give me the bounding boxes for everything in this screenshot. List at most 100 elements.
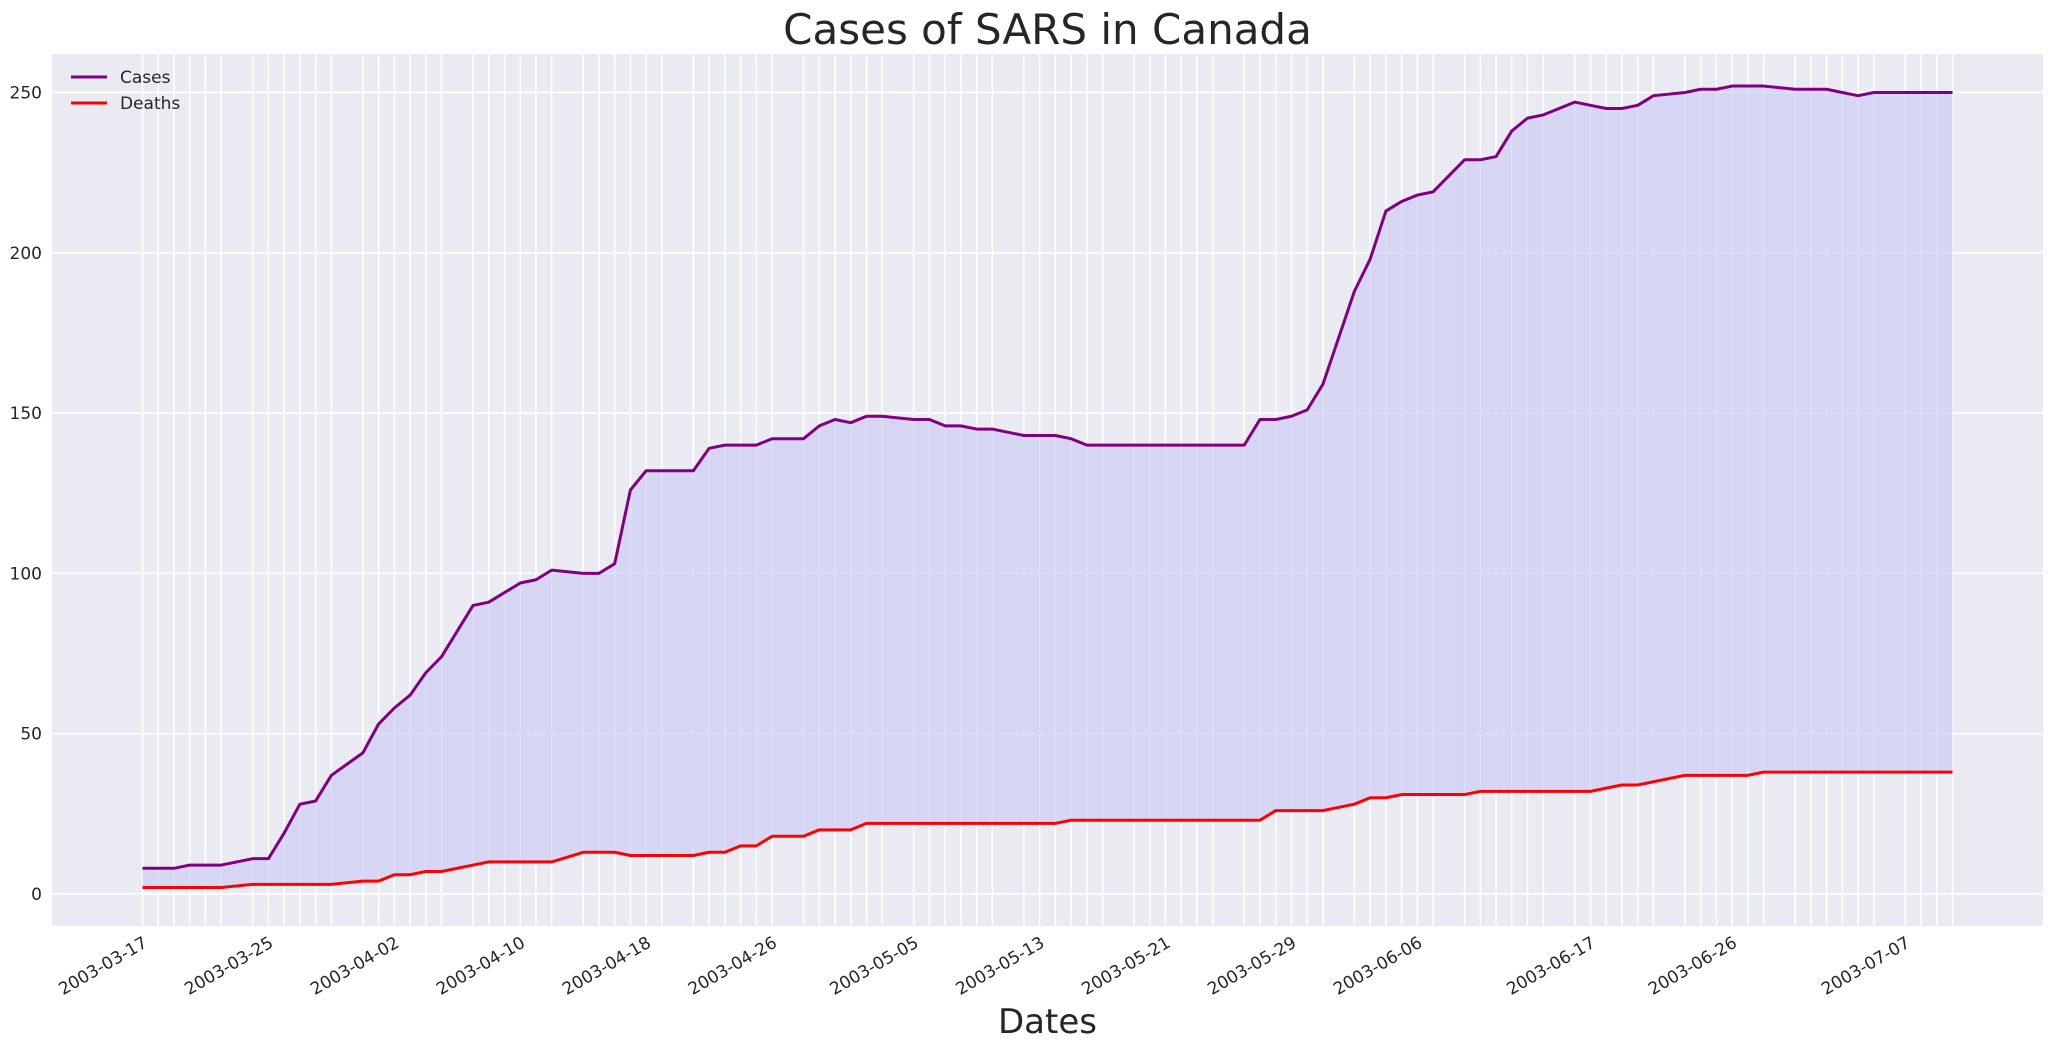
cases-point	[1352, 289, 1356, 293]
cases-point	[471, 603, 475, 607]
cases-point	[849, 421, 853, 425]
cases-point	[1038, 434, 1042, 438]
deaths-point	[691, 853, 695, 857]
deaths-point	[266, 882, 270, 886]
cases-point	[1384, 209, 1388, 213]
cases-point	[1762, 84, 1766, 88]
x-tick-label: 2003-04-26	[685, 933, 781, 1000]
deaths-point	[329, 882, 333, 886]
deaths-point	[644, 853, 648, 857]
deaths-point	[377, 879, 381, 883]
cases-point	[1431, 190, 1435, 194]
cases-point	[1746, 84, 1750, 88]
cases-point	[1541, 113, 1545, 117]
cases-point	[912, 417, 916, 421]
cases-point	[959, 424, 963, 428]
cases-point	[597, 571, 601, 575]
cases-point	[1510, 129, 1514, 133]
deaths-point	[613, 850, 617, 854]
cases-point	[880, 414, 884, 418]
deaths-point	[1211, 818, 1215, 822]
x-tick-label: 2003-06-26	[1645, 933, 1741, 1000]
cases-point	[1069, 437, 1073, 441]
deaths-point	[912, 821, 916, 825]
cases-point	[1651, 94, 1655, 98]
cases-point	[408, 693, 412, 697]
deaths-point	[487, 860, 491, 864]
cases-point	[1494, 155, 1498, 159]
deaths-point	[392, 873, 396, 877]
x-tick-label: 2003-05-21	[1078, 933, 1174, 1000]
cases-point	[518, 581, 522, 585]
cases-point	[1573, 100, 1577, 104]
deaths-point	[1620, 783, 1624, 787]
x-tick-label: 2003-05-05	[827, 933, 923, 1000]
deaths-point	[503, 860, 507, 864]
deaths-point	[408, 873, 412, 877]
cases-point	[172, 866, 176, 870]
deaths-point	[550, 860, 554, 864]
cases-point	[754, 443, 758, 447]
y-tick-label: 100	[10, 564, 42, 584]
deaths-point	[1526, 789, 1530, 793]
cases-point	[1935, 90, 1939, 94]
y-tick-label: 200	[10, 244, 42, 264]
cases-point	[219, 863, 223, 867]
y-tick-label: 0	[31, 885, 42, 905]
cases-point	[329, 773, 333, 777]
cases-point	[975, 427, 979, 431]
deaths-point	[282, 882, 286, 886]
legend-label-deaths: Deaths	[120, 94, 180, 114]
cases-point	[990, 427, 994, 431]
deaths-point	[1132, 818, 1136, 822]
deaths-point	[1935, 770, 1939, 774]
deaths-point	[927, 821, 931, 825]
cases-point	[550, 568, 554, 572]
cases-point	[1242, 443, 1246, 447]
deaths-point	[1494, 789, 1498, 793]
cases-point	[141, 866, 145, 870]
cases-point	[1132, 443, 1136, 447]
plot-area: 0 50 100 150 200 250 2003-03-17 2003-03-25 2003-…	[10, 54, 2043, 1000]
deaths-point	[1431, 793, 1435, 797]
area-between-series	[142, 86, 1953, 888]
deaths-point	[1730, 773, 1734, 777]
cases-point	[1321, 382, 1325, 386]
cases-point	[203, 863, 207, 867]
deaths-point	[1636, 783, 1640, 787]
deaths-point	[188, 886, 192, 890]
y-tick-label: 50	[20, 725, 42, 745]
cases-point	[1211, 443, 1215, 447]
cases-point	[314, 799, 318, 803]
deaths-point	[628, 853, 632, 857]
deaths-point	[424, 870, 428, 874]
cases-point	[1258, 417, 1262, 421]
cases-point	[1856, 94, 1860, 98]
x-tick-label: 2003-04-02	[307, 933, 403, 1000]
deaths-point	[1400, 793, 1404, 797]
deaths-point	[1415, 793, 1419, 797]
cases-point	[1289, 414, 1293, 418]
deaths-point	[1651, 780, 1655, 784]
x-tick-label: 2003-07-07	[1818, 933, 1914, 1000]
cases-point	[660, 469, 664, 473]
x-tick-label: 2003-05-29	[1204, 933, 1300, 1000]
deaths-point	[534, 860, 538, 864]
cases-point	[644, 469, 648, 473]
deaths-point	[707, 850, 711, 854]
cases-point	[440, 655, 444, 659]
cases-line	[142, 84, 1953, 870]
cases-point	[1368, 257, 1372, 261]
deaths-point	[1573, 789, 1577, 793]
deaths-point	[471, 863, 475, 867]
deaths-point	[1053, 821, 1057, 825]
cases-point	[503, 591, 507, 595]
cases-point	[251, 857, 255, 861]
deaths-point	[1242, 818, 1246, 822]
deaths-point	[1872, 770, 1876, 774]
deaths-point	[1589, 789, 1593, 793]
deaths-point	[1022, 821, 1026, 825]
x-tick-label: 2003-05-13	[953, 933, 1049, 1000]
deaths-point	[1699, 773, 1703, 777]
cases-point	[1840, 90, 1844, 94]
